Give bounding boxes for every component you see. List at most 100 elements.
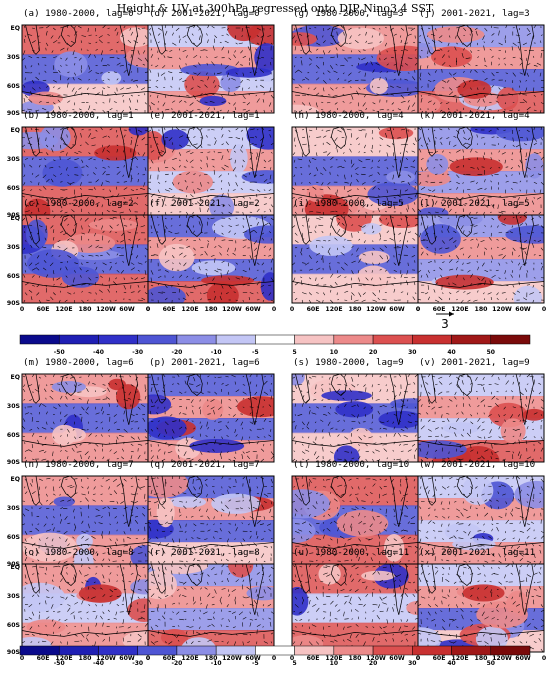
wind-vector — [137, 552, 143, 554]
wind-vector — [85, 580, 89, 583]
wind-vector — [207, 204, 210, 207]
wind-vector — [123, 545, 128, 547]
wind-vector — [38, 225, 43, 228]
wind-vector — [292, 277, 296, 283]
wind-vector — [31, 202, 36, 205]
wind-vector — [293, 215, 296, 219]
field-blob — [94, 145, 137, 161]
wind-vector — [51, 596, 54, 599]
wind-vector — [164, 543, 169, 547]
wind-vector — [44, 572, 47, 575]
field-blob — [449, 157, 503, 177]
wind-vector — [539, 549, 542, 554]
wind-vector — [413, 281, 416, 286]
wind-vector — [382, 493, 387, 496]
wind-vector — [130, 604, 132, 607]
wind-vector — [221, 486, 223, 489]
continent-outline — [295, 127, 310, 157]
wind-vector — [498, 87, 501, 90]
wind-vector — [365, 270, 367, 273]
wind-vector — [477, 501, 480, 506]
wind-vector — [327, 152, 331, 156]
wind-vector — [391, 57, 394, 59]
wind-vector — [74, 152, 79, 154]
wind-vector — [447, 42, 450, 47]
wind-vector — [414, 223, 418, 226]
wind-vector — [459, 443, 464, 448]
field-blob — [244, 225, 274, 244]
wind-vector — [22, 217, 26, 221]
wind-vector — [424, 167, 429, 171]
wind-vector — [162, 102, 166, 107]
wind-vector — [306, 247, 310, 250]
wind-vector — [150, 511, 152, 517]
wind-vector — [38, 486, 40, 490]
wind-vector — [191, 33, 194, 36]
wind-vector — [526, 137, 528, 141]
wind-vector — [57, 240, 61, 243]
wind-vector — [77, 384, 82, 386]
wind-vector — [319, 188, 324, 190]
wind-vector — [519, 148, 522, 153]
wind-vector — [35, 550, 40, 554]
wind-vector — [420, 222, 422, 226]
wind-vector — [407, 240, 409, 243]
wind-vector — [427, 137, 431, 143]
wind-vector — [226, 270, 229, 275]
wind-vector — [316, 559, 318, 562]
panel-field — [292, 215, 418, 303]
wind-vector — [491, 174, 493, 177]
wind-vector — [195, 478, 201, 481]
wind-vector — [305, 399, 310, 403]
wind-vector — [59, 388, 61, 392]
wind-vector — [393, 33, 397, 36]
wind-vector — [67, 543, 70, 547]
wind-vector — [71, 209, 75, 213]
panel-field — [292, 25, 418, 113]
wind-vector — [191, 216, 194, 219]
wind-vector — [45, 288, 47, 293]
wind-vector — [269, 414, 272, 417]
wind-vector — [192, 76, 194, 81]
wind-vector — [71, 202, 75, 205]
wind-vector — [178, 48, 181, 51]
wind-vector — [357, 404, 359, 407]
wind-vector — [441, 25, 444, 29]
wind-vector — [475, 151, 478, 153]
wind-vector — [42, 403, 47, 408]
wind-vector — [67, 47, 69, 51]
wind-vector — [505, 442, 509, 445]
wind-vector — [240, 188, 243, 190]
x-tick-label: 0 — [272, 306, 277, 313]
wind-vector — [123, 25, 126, 29]
wind-vector — [123, 428, 128, 433]
wind-vector — [81, 128, 84, 131]
wind-vector — [262, 49, 264, 51]
wind-vector — [162, 458, 166, 461]
wind-vector — [31, 553, 34, 557]
wind-vector — [57, 87, 61, 90]
wind-vector — [157, 189, 160, 193]
wind-vector — [333, 27, 338, 30]
x-tick-label: 180 — [349, 306, 363, 313]
wind-vector — [95, 152, 98, 155]
wind-vector — [301, 421, 305, 426]
wind-vector — [519, 454, 522, 460]
wind-vector — [150, 455, 155, 460]
wind-vector — [329, 376, 331, 380]
wind-vector — [164, 297, 168, 301]
wind-vector — [135, 376, 139, 381]
wind-vector — [434, 200, 438, 205]
wind-vector — [140, 225, 146, 228]
continent-outline — [418, 440, 544, 462]
wind-vector — [45, 384, 48, 387]
wind-vector — [122, 580, 125, 583]
field-blob — [73, 548, 94, 564]
wind-vector — [63, 560, 68, 564]
wind-vector — [322, 560, 324, 563]
wind-vector — [214, 85, 217, 88]
wind-vector — [126, 87, 131, 90]
wind-vector — [193, 262, 196, 265]
wind-vector — [121, 448, 125, 452]
wind-vector — [105, 396, 110, 400]
